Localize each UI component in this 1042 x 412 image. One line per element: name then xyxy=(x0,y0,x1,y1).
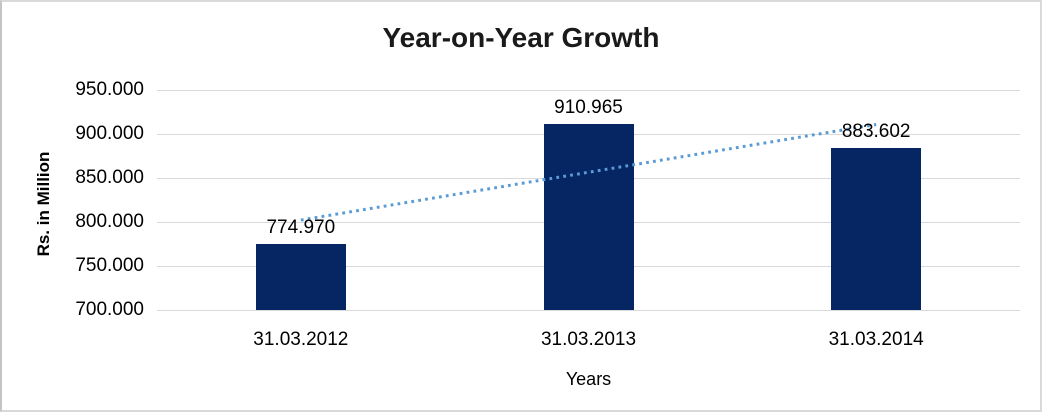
gridline xyxy=(157,310,1020,311)
bar-value-label: 883.602 xyxy=(841,121,911,143)
gridline xyxy=(157,90,1020,91)
x-tick-label: 31.03.2013 xyxy=(540,329,637,350)
y-tick-label: 900.000 xyxy=(75,123,144,144)
bar-value-label: 774.970 xyxy=(266,217,336,239)
x-axis-title: Years xyxy=(565,369,612,389)
bar xyxy=(831,148,922,310)
x-tick-label: 31.03.2014 xyxy=(828,329,924,350)
y-tick-label: 750.000 xyxy=(75,255,144,276)
bar-value-label: 910.965 xyxy=(554,97,623,119)
y-tick-label: 850.000 xyxy=(75,167,144,188)
y-tick-label: 950.000 xyxy=(75,79,144,100)
y-tick-label: 800.000 xyxy=(75,211,144,232)
bar xyxy=(255,244,346,310)
y-tick-label: 700.000 xyxy=(75,299,144,320)
chart-title: Year-on-Year Growth xyxy=(382,22,660,53)
bar xyxy=(543,124,634,310)
x-tick-label: 31.03.2012 xyxy=(253,329,349,350)
